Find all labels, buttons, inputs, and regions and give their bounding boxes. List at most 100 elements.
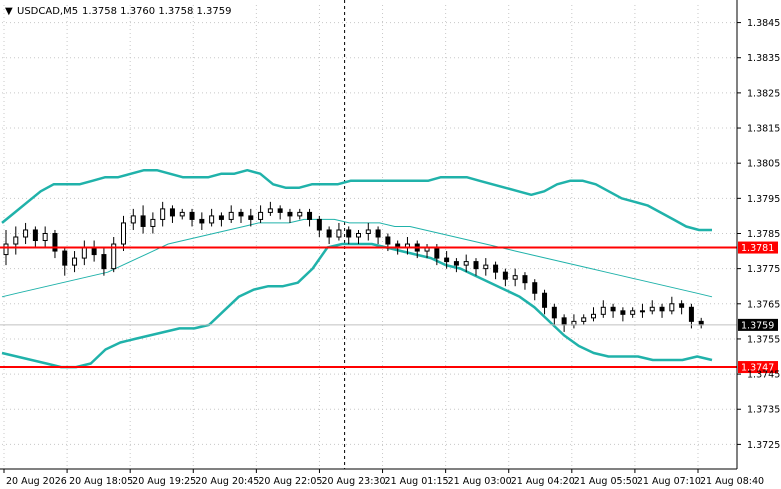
- candle-body: [542, 292, 548, 308]
- candle-body: [287, 211, 293, 217]
- candle-body: [52, 232, 58, 252]
- current-price-tag: [738, 318, 778, 331]
- candle-body: [649, 306, 655, 312]
- candle-body: [121, 222, 126, 245]
- candle-body: [32, 229, 38, 242]
- candle-body: [199, 218, 205, 224]
- candle-body: [610, 306, 616, 312]
- y-tick-label: 1.3745: [747, 370, 780, 381]
- x-tick-label: 20 Aug 19:25: [132, 476, 196, 487]
- dropdown-arrow-icon[interactable]: ▼: [5, 6, 13, 17]
- candle-body: [375, 229, 381, 238]
- candle-body: [522, 275, 528, 284]
- level-price-tag: [738, 241, 778, 254]
- candle-body: [532, 282, 538, 294]
- x-tick-label: 21 Aug 08:40: [700, 476, 764, 487]
- y-tick-label: 1.3775: [747, 264, 780, 275]
- candle-body: [483, 264, 489, 270]
- candle-body: [218, 215, 224, 220]
- candle-body: [385, 236, 391, 245]
- candle-body: [493, 264, 499, 273]
- candle-body: [307, 211, 313, 220]
- candle-body: [571, 320, 577, 326]
- candle-body: [111, 243, 117, 270]
- candle-body: [13, 236, 19, 245]
- chart-header: ▼ USDCAD,M5 1.3758 1.3760 1.3758 1.3759: [5, 6, 232, 17]
- x-tick-label: 20 Aug 22:05: [258, 476, 322, 487]
- candle-body: [258, 211, 264, 220]
- candle-body: [434, 247, 440, 259]
- x-tick-label: 20 Aug 20:45: [195, 476, 259, 487]
- bollinger-lower-line: [1, 242, 713, 369]
- candle-body: [346, 229, 352, 238]
- y-tick-label: 1.3725: [747, 440, 780, 451]
- candle-body: [179, 211, 185, 217]
- candle-body: [639, 310, 645, 313]
- bollinger-middle-line: [1, 218, 713, 298]
- bollinger-bands: [1, 168, 713, 369]
- candle-body: [150, 218, 156, 227]
- y-tick-label: 1.3785: [747, 229, 780, 240]
- candle-body: [600, 306, 606, 315]
- candle-body: [209, 215, 215, 224]
- candle-body: [463, 261, 469, 266]
- horizontal-levels[interactable]: 1.3781 1.3747 1.3759: [0, 241, 778, 374]
- candle-body: [659, 306, 665, 312]
- candle-body: [502, 271, 508, 280]
- x-tick-label: 20 Aug 23:30: [321, 476, 385, 487]
- level-price-tag: [738, 361, 778, 374]
- y-tick-label: 1.3765: [747, 299, 780, 310]
- x-tick-label: 21 Aug 07:10: [637, 476, 701, 487]
- x-tick-label: 20 Aug 2026: [6, 476, 67, 487]
- candle-body: [277, 208, 283, 213]
- candle-body: [140, 215, 146, 227]
- x-tick-label: 21 Aug 03:00: [448, 476, 512, 487]
- candle-body: [81, 247, 87, 259]
- candle-body: [679, 303, 685, 308]
- candle-body: [169, 208, 175, 217]
- y-tick-label: 1.3845: [747, 18, 780, 29]
- candle-body: [326, 229, 332, 238]
- y-tick-label: 1.3755: [747, 334, 780, 345]
- candle-body: [248, 215, 254, 220]
- y-tick-label: 1.3835: [747, 53, 780, 64]
- candle-body: [42, 232, 48, 242]
- candle-body: [581, 317, 587, 322]
- candle-body: [512, 275, 518, 280]
- candle-body: [267, 208, 273, 213]
- current-price-label: 1.3759: [741, 320, 774, 331]
- symbol-label: USDCAD,M5: [17, 6, 78, 17]
- candle-body: [160, 208, 166, 220]
- x-tick-label: 20 Aug 18:05: [69, 476, 133, 487]
- candle-body: [620, 310, 626, 315]
- y-tick-label: 1.3825: [747, 88, 780, 99]
- level-price-label: 1.3781: [741, 243, 774, 254]
- candle-body: [453, 261, 459, 266]
- candle-body: [91, 247, 97, 256]
- candle-body: [189, 211, 195, 220]
- candle-body: [356, 232, 361, 238]
- candle-body: [72, 257, 78, 266]
- candle-body: [365, 229, 371, 234]
- y-tick-label: 1.3735: [747, 405, 780, 416]
- candle-body: [3, 243, 9, 256]
- candle-body: [297, 211, 303, 217]
- candle-body: [630, 310, 636, 315]
- x-tick-label: 21 Aug 05:50: [574, 476, 638, 487]
- candle-body: [561, 317, 567, 326]
- x-tick-label: 21 Aug 04:20: [511, 476, 575, 487]
- candle-body: [23, 229, 29, 238]
- candle-body: [101, 254, 107, 270]
- candle-body: [228, 211, 234, 220]
- candle-body: [591, 313, 596, 319]
- y-tick-label: 1.3795: [747, 194, 780, 205]
- candle-body: [444, 257, 450, 263]
- candle-body: [473, 261, 479, 270]
- candle-body: [669, 303, 675, 312]
- y-tick-label: 1.3805: [747, 159, 780, 170]
- candle-body: [336, 229, 342, 238]
- candle-body: [238, 211, 244, 217]
